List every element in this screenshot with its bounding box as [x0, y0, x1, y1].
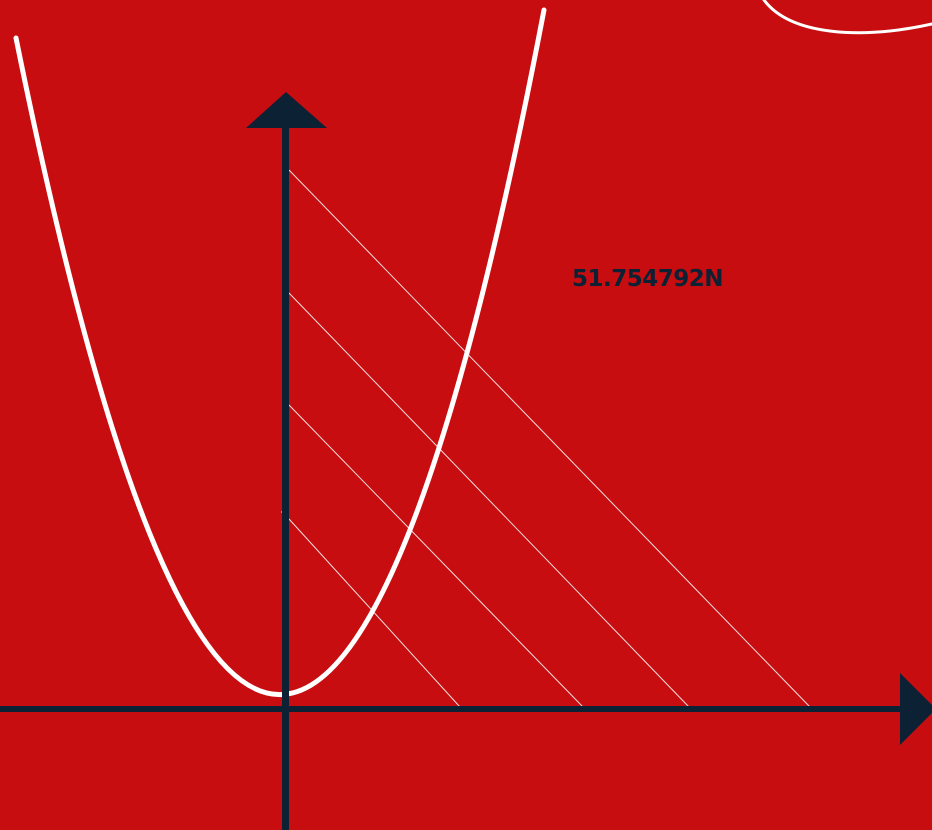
hatch-line	[288, 404, 584, 708]
decorative-curve	[762, 0, 932, 35]
triangle-up-icon	[246, 92, 327, 128]
hatch-line	[288, 518, 461, 708]
x-axis	[0, 706, 910, 712]
hatch-line	[288, 292, 690, 708]
axes	[0, 92, 932, 830]
coordinate-label: 51.754792N	[572, 266, 724, 292]
hatch-line	[288, 169, 811, 708]
triangle-right-icon	[900, 673, 932, 745]
y-axis	[282, 118, 289, 830]
hatch-lines	[281, 169, 811, 708]
